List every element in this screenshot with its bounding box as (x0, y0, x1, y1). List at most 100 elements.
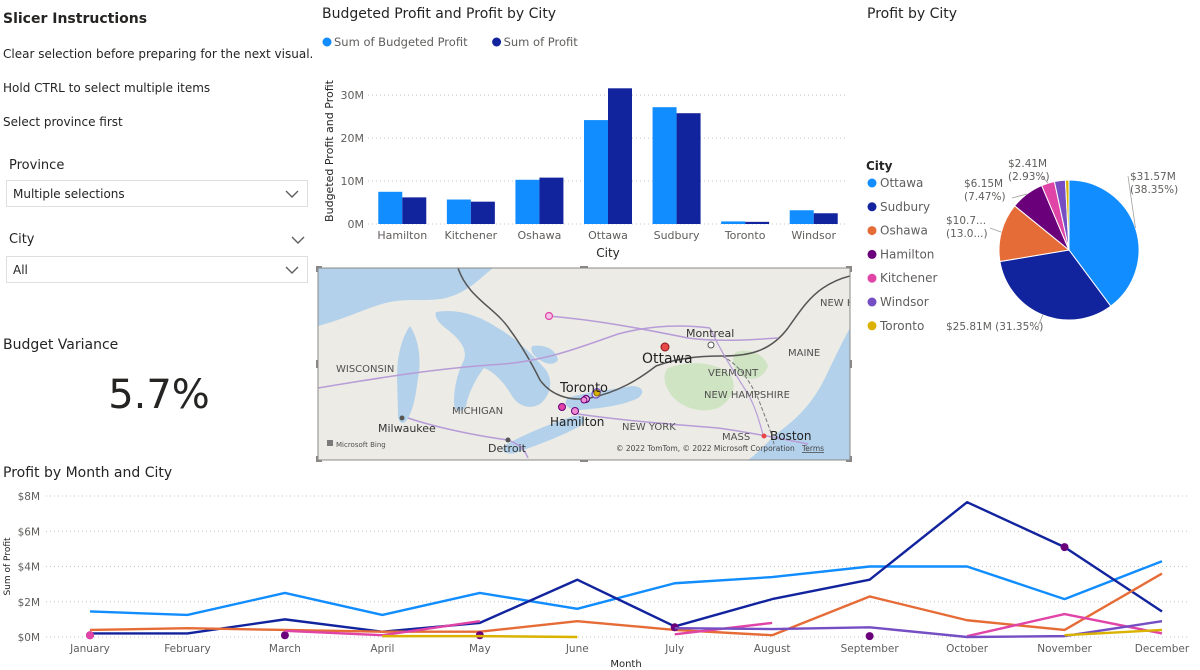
bar-x-tick-windsor: Windsor (791, 229, 836, 242)
line-x-tick-july: July (664, 643, 684, 655)
line-x-tick-october: October (946, 643, 989, 655)
map-canvas: WISCONSIN MICHIGAN Milwaukee Detroit Tor… (318, 268, 850, 460)
bar-sum-of-budgeted-profit-sudbury[interactable] (652, 107, 677, 224)
bar-sum-of-budgeted-profit-oshawa[interactable] (515, 179, 540, 224)
pie-legend-marker-kitchener[interactable] (867, 273, 877, 283)
legend-marker-sum-of-budgeted-profit[interactable] (322, 37, 332, 47)
pie-data-label-ottawa: $31.57M (1130, 171, 1176, 183)
budget-variance-title: Budget Variance (3, 337, 119, 353)
pie-legend-marker-hamilton[interactable] (867, 249, 877, 259)
bar-x-tick-sudbury: Sudbury (654, 229, 700, 242)
province-dropdown[interactable]: Multiple selections (6, 180, 308, 207)
map-label-toronto: Toronto (559, 381, 608, 396)
line-point-hamilton[interactable] (865, 632, 874, 641)
bar-sum-of-profit-windsor[interactable] (813, 213, 838, 224)
line-y-tick: $8M (18, 491, 40, 503)
pie-legend-label-sudbury[interactable]: Sudbury (880, 200, 930, 214)
pie-legend-label-oshawa[interactable]: Oshawa (880, 224, 928, 238)
line-y-tick: $6M (18, 526, 40, 538)
bar-sum-of-profit-kitchener[interactable] (470, 201, 495, 224)
bar-sum-of-profit-toronto[interactable] (745, 221, 770, 224)
pie-chart: City Ottawa Sudbury Oshawa Hamilton Kitchener… (866, 158, 1178, 333)
line-series-sudbury[interactable] (90, 500, 1163, 635)
bing-logo-icon (327, 440, 333, 446)
city-map[interactable]: WISCONSIN MICHIGAN Milwaukee Detroit Tor… (318, 268, 850, 460)
bar-sum-of-profit-sudbury[interactable] (676, 113, 701, 224)
map-terms-link[interactable]: Terms (801, 444, 824, 453)
chevron-down-icon (285, 266, 299, 274)
line-x-tick-december: December (1135, 643, 1190, 655)
pie-label-leader-oshawa (989, 227, 1002, 233)
bar-x-tick-toronto: Toronto (724, 229, 766, 242)
line-series-toronto[interactable] (382, 634, 578, 639)
pie-legend-label-ottawa[interactable]: Ottawa (880, 176, 923, 190)
map-label-new-h: NEW H (820, 298, 850, 309)
pie-legend-label-windsor[interactable]: Windsor (880, 295, 929, 309)
bar-sum-of-profit-oshawa[interactable] (539, 177, 564, 224)
instruction-select-province: Select province first (3, 115, 123, 129)
bar-sum-of-budgeted-profit-windsor[interactable] (789, 210, 814, 224)
map-label-detroit: Detroit (488, 442, 527, 455)
bar-sum-of-profit-ottawa[interactable] (608, 88, 632, 224)
bar-x-tick-oshawa: Oshawa (518, 229, 562, 242)
map-copyright: © 2022 TomTom, © 2022 Microsoft Corporat… (616, 444, 795, 453)
map-logo-text: Microsoft Bing (336, 441, 386, 449)
pie-legend-marker-toronto[interactable] (867, 321, 877, 331)
map-selection-frame[interactable] (314, 264, 854, 464)
pie-legend-marker-sudbury[interactable] (867, 202, 877, 212)
map-label-wisconsin: WISCONSIN (336, 364, 394, 375)
legend-label-sum-of-profit[interactable]: Sum of Profit (504, 35, 579, 49)
line-series-toronto[interactable] (1064, 628, 1163, 637)
line-y-tick: $2M (18, 597, 40, 609)
line-point-hamilton[interactable] (280, 631, 289, 640)
bar-chart: Sum of Budgeted Profit Sum of Profit 0M 10M… (322, 35, 848, 260)
line-chart-title: Profit by Month and City (3, 465, 173, 481)
pie-legend-marker-windsor[interactable] (867, 297, 877, 307)
city-collapse-chevron-icon[interactable] (291, 235, 305, 245)
bar-y-tick: 20M (341, 132, 365, 145)
line-x-tick-february: February (164, 643, 211, 655)
bar-sum-of-budgeted-profit-kitchener[interactable] (446, 199, 471, 224)
city-dropdown[interactable]: All (6, 256, 308, 283)
map-label-hamilton: Hamilton (550, 415, 604, 429)
pie-data-label-sudbury: $25.81M (31.35%) (946, 321, 1043, 333)
bar-sum-of-budgeted-profit-toronto[interactable] (721, 221, 746, 224)
pie-slice-ottawa[interactable] (1068, 179, 1140, 307)
line-x-tick-january: January (69, 643, 110, 655)
pie-legend-label-toronto[interactable]: Toronto (879, 319, 924, 333)
map-label-new-york: NEW YORK (622, 422, 676, 433)
pie-data-label-kitchener: $2.41M (1008, 158, 1047, 170)
pie-legend-marker-oshawa[interactable] (867, 226, 877, 236)
bar-sum-of-profit-hamilton[interactable] (402, 197, 427, 224)
province-slicer-label: Province (9, 158, 65, 173)
pie-legend-label-hamilton[interactable]: Hamilton (880, 247, 934, 261)
pie-legend-label-kitchener[interactable]: Kitchener (880, 271, 937, 285)
map-label-new-hampshire: NEW HAMPSHIRE (704, 390, 790, 401)
line-x-tick-september: September (841, 643, 900, 655)
map-label-michigan: MICHIGAN (452, 406, 503, 417)
pie-slice-toronto[interactable] (1064, 179, 1070, 251)
line-x-axis-label: Month (610, 659, 641, 670)
bar-y-tick: 0M (348, 218, 365, 231)
bar-x-tick-ottawa: Ottawa (588, 229, 628, 242)
pie-data-label-hamilton: $6.15M (964, 178, 1003, 190)
map-label-montreal: Montreal (686, 327, 734, 340)
legend-marker-sum-of-profit[interactable] (492, 37, 502, 47)
bar-sum-of-budgeted-profit-hamilton[interactable] (378, 191, 403, 224)
line-y-tick: $0M (18, 632, 40, 644)
chevron-down-icon (285, 190, 299, 198)
line-point-hamilton[interactable] (1060, 543, 1069, 552)
pie-legend-title: City (866, 159, 893, 173)
pie-data-label-oshawa: $10.7... (946, 215, 986, 227)
pie-data-label-pct-hamilton: (7.47%) (964, 191, 1006, 203)
line-x-tick-august: August (754, 643, 791, 655)
pie-slice-oshawa[interactable] (998, 205, 1071, 263)
line-series-ottawa[interactable] (89, 560, 1163, 617)
instruction-hold-ctrl: Hold CTRL to select multiple items (3, 81, 211, 95)
pie-slice-sudbury[interactable] (999, 249, 1112, 321)
pie-legend-marker-ottawa[interactable] (867, 178, 877, 188)
line-point-kitchener[interactable] (86, 631, 94, 640)
line-series-oshawa[interactable] (89, 572, 1163, 637)
legend-label-sum-of-budgeted-profit[interactable]: Sum of Budgeted Profit (334, 35, 468, 49)
bar-sum-of-budgeted-profit-ottawa[interactable] (584, 120, 608, 224)
